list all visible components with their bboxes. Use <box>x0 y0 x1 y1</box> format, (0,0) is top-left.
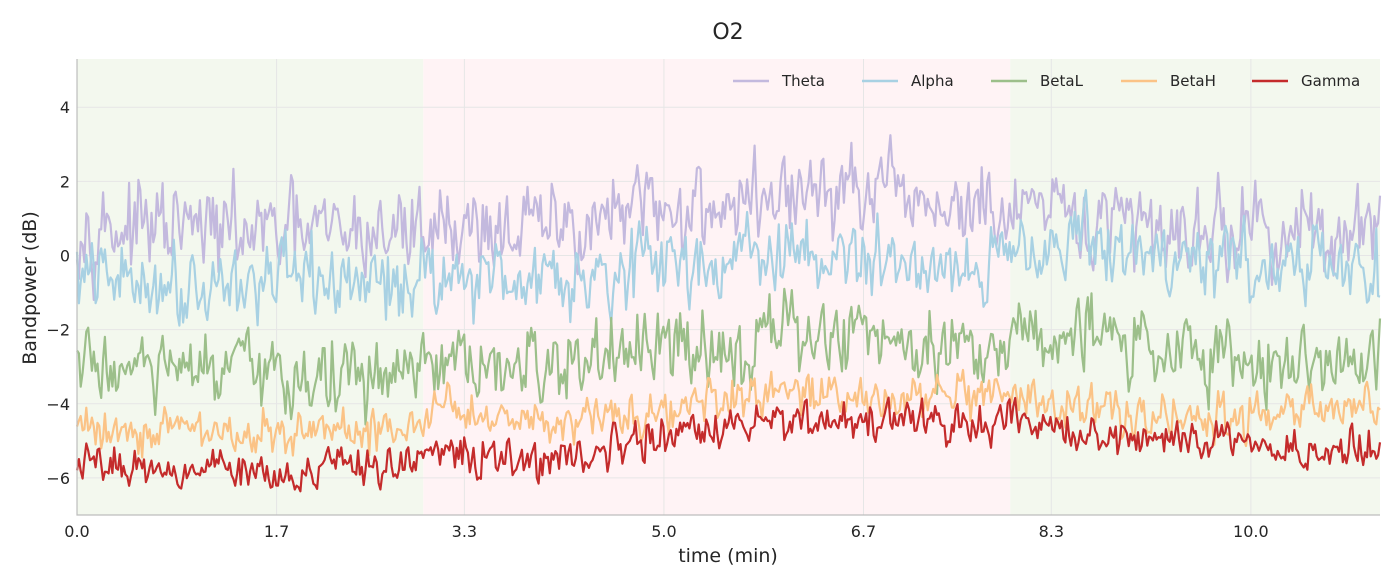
legend-entry-gamma: Gamma <box>1252 72 1360 90</box>
x-axis: 0.0 1.7 3.3 5.0 6.7 8.3 10.0 <box>64 522 1268 541</box>
axes-frame <box>76 59 1380 516</box>
legend: Theta Alpha BetaL BetaH Gamma <box>733 72 1360 90</box>
series-line-gamma <box>75 396 1382 493</box>
x-tick-label: 8.3 <box>1039 522 1064 541</box>
legend-entry-betah: BetaH <box>1121 72 1216 90</box>
x-axis-label: time (min) <box>678 545 778 567</box>
x-tick-label: 1.7 <box>264 522 289 541</box>
y-tick-label: 0 <box>60 246 70 265</box>
legend-entry-alpha: Alpha <box>862 72 954 90</box>
series-line-alpha <box>75 189 1381 327</box>
x-tick-label: 6.7 <box>851 522 876 541</box>
legend-label: Gamma <box>1301 72 1360 90</box>
legend-entry-theta: Theta <box>733 72 825 90</box>
x-tick-label: 0.0 <box>64 522 89 541</box>
series-line-theta <box>75 134 1382 301</box>
series-line-betal <box>76 287 1382 426</box>
legend-label: Theta <box>781 72 825 90</box>
x-tick-label: 3.3 <box>452 522 477 541</box>
y-tick-label: 4 <box>60 98 70 117</box>
series-layer <box>75 134 1382 493</box>
y-tick-label: 2 <box>60 172 70 191</box>
background-region-2 <box>1010 59 1380 515</box>
series-line-betah <box>75 368 1381 459</box>
legend-label: BetaL <box>1040 72 1084 90</box>
x-tick-label: 5.0 <box>651 522 676 541</box>
y-tick-label: −4 <box>46 395 70 414</box>
y-tick-label: −6 <box>46 469 70 488</box>
y-axis-label: Bandpower (dB) <box>19 211 41 364</box>
x-tick-label: 10.0 <box>1233 522 1269 541</box>
y-tick-label: −2 <box>46 321 70 340</box>
legend-label: Alpha <box>911 72 954 90</box>
legend-entry-betal: BetaL <box>991 72 1084 90</box>
chart-title: O2 <box>712 20 743 45</box>
legend-label: BetaH <box>1170 72 1216 90</box>
y-axis: −6 −4 −2 0 2 4 <box>46 98 70 488</box>
